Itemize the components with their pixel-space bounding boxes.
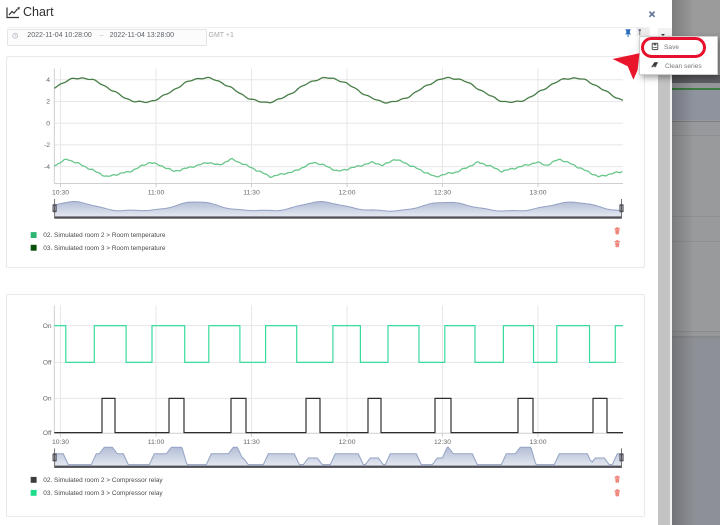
svg-text:On: On	[43, 396, 52, 403]
svg-text:03. Simulated room 3 > Compres: 03. Simulated room 3 > Compressor relay	[43, 490, 163, 497]
svg-text:02. Simulated room 2 > Compres: 02. Simulated room 2 > Compressor relay	[43, 477, 163, 484]
svg-text:Save: Save	[664, 44, 679, 51]
svg-text:4: 4	[46, 77, 50, 84]
svg-text:Clean series: Clean series	[665, 63, 702, 70]
svg-text:12:30: 12:30	[434, 190, 451, 197]
svg-text:12:30: 12:30	[434, 439, 451, 446]
svg-text:11:30: 11:30	[243, 190, 260, 197]
svg-text:0: 0	[46, 120, 50, 127]
svg-text:12:00: 12:00	[338, 190, 355, 197]
svg-text:10:30: 10:30	[52, 190, 69, 197]
svg-text:13:00: 13:00	[529, 190, 546, 197]
svg-text:Off: Off	[43, 430, 52, 437]
svg-text:On: On	[43, 323, 52, 330]
svg-text:02. Simulated room 2 > Room te: 02. Simulated room 2 > Room temperature	[43, 232, 166, 239]
svg-text:11:30: 11:30	[243, 439, 260, 446]
svg-text:11:00: 11:00	[148, 439, 165, 446]
svg-text:12:00: 12:00	[338, 439, 355, 446]
svg-text:13:00: 13:00	[529, 439, 546, 446]
svg-text:Off: Off	[43, 360, 52, 367]
svg-text:11:00: 11:00	[148, 190, 165, 197]
svg-text:-2: -2	[44, 142, 50, 149]
svg-text:03. Simulated room 3 > Room te: 03. Simulated room 3 > Room temperature	[43, 245, 166, 252]
svg-text:2: 2	[46, 99, 50, 106]
svg-text:-4: -4	[44, 164, 50, 171]
svg-text:10:30: 10:30	[52, 439, 69, 446]
